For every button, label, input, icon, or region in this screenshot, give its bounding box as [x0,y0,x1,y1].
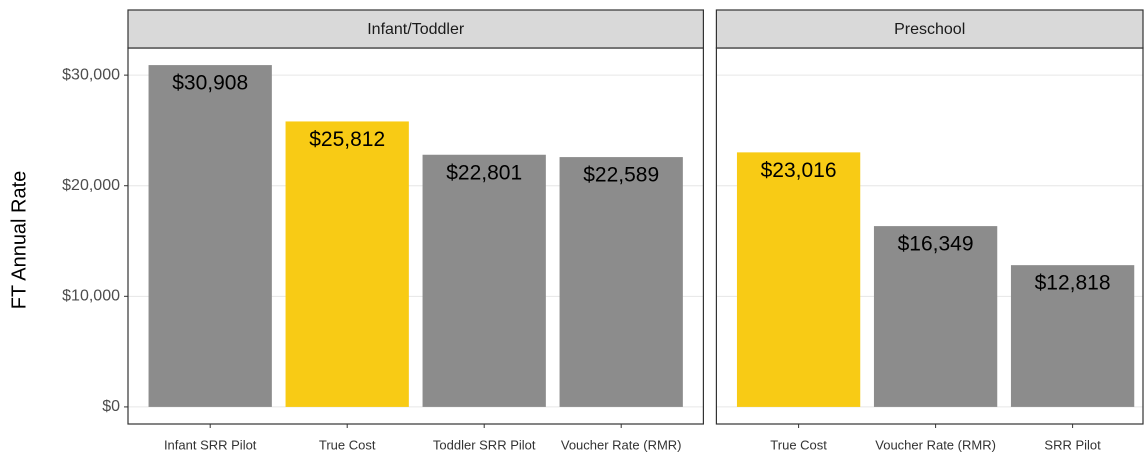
x-tick-label: SRR Pilot [1044,437,1101,452]
x-tick-label: Infant SRR Pilot [164,437,257,452]
value-label: $30,908 [172,72,248,95]
y-tick-label: $10,000 [62,288,120,305]
value-label: $16,349 [898,233,974,256]
value-label: $12,818 [1035,272,1111,295]
x-tick-label: Toddler SRR Pilot [433,437,536,452]
bar [873,226,998,407]
strip-label: Preschool [894,21,965,38]
bar [285,121,409,407]
bar [422,154,546,407]
x-tick-label: Voucher Rate (RMR) [561,437,682,452]
y-axis-title: FT Annual Rate [8,171,30,310]
bar [736,152,861,407]
x-tick-label: True Cost [319,437,376,452]
value-label: $22,589 [583,164,659,187]
strip-background [715,9,1144,49]
y-tick-label: $30,000 [62,66,120,83]
value-label: $22,801 [446,161,522,184]
x-tick-label: Voucher Rate (RMR) [875,437,996,452]
y-tick-label: $0 [102,398,120,415]
x-tick-label: True Cost [770,437,827,452]
bar [559,157,683,407]
bar [148,65,272,407]
strip-background [127,9,705,49]
bar [1010,265,1135,407]
y-tick-label: $20,000 [62,177,120,194]
value-label: $23,016 [761,159,837,182]
strip-label: Infant/Toddler [367,21,465,38]
value-label: $25,812 [309,128,385,151]
